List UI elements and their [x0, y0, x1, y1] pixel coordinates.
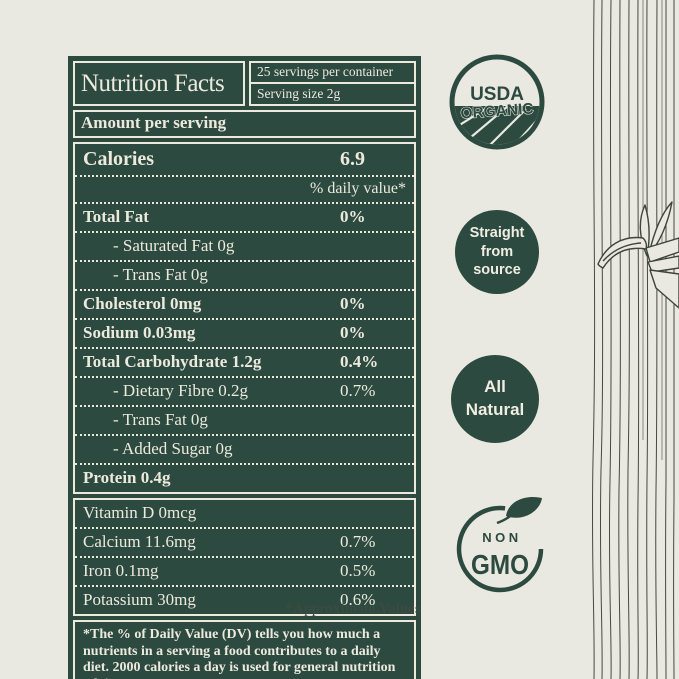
vitamin-label: Iron 0.1mg — [83, 561, 159, 580]
nutrient-row: Total Fat 0% — [75, 204, 414, 233]
nutrient-row: - Trans Fat 0g — [75, 262, 414, 291]
vitamin-value: 0.5% — [340, 561, 376, 580]
nutrient-row: Protein 0.4g — [75, 465, 414, 492]
amount-per-serving-bar: Amount per serving — [73, 110, 416, 138]
nutrient-label: - Trans Fat 0g — [113, 410, 208, 429]
nutrient-label: Cholesterol 0mg — [83, 294, 202, 313]
non-text: NON — [482, 530, 521, 545]
nutrient-row: Cholesterol 0mg 0% — [75, 291, 414, 320]
nutrient-row: Total Carbohydrate 1.2g 0.4% — [75, 349, 414, 378]
nutrient-value: 0.4% — [340, 352, 379, 371]
straight-from-source-badge: Straight from source — [455, 210, 539, 294]
vitamin-row: Iron 0.1mg 0.5% — [75, 558, 414, 587]
vitamins-box: Vitamin D 0mcg Calcium 11.6mg 0.7% Iron … — [73, 498, 416, 616]
non-gmo-ring — [456, 505, 544, 593]
organic-text: ORGANIC — [460, 100, 534, 122]
straight-from-source-text: Straight from source — [469, 224, 525, 279]
nutrition-facts-label: Nutrition Facts 25 servings per containe… — [68, 56, 421, 679]
vitamin-row: Potassium 30mg 0.6% — [75, 587, 414, 614]
nutrient-label: - Added Sugar 0g — [113, 439, 233, 458]
vitamin-value: 0.6% — [340, 590, 376, 609]
serving-info-box: 25 servings per container Serving size 2… — [249, 61, 416, 106]
usda-text: USDA — [470, 84, 524, 105]
vitamin-value: 0.7% — [340, 532, 376, 551]
daily-value-footnote: *The % of Daily Value (DV) tells you how… — [73, 620, 416, 679]
nutrient-row: - Trans Fat 0g — [75, 407, 414, 436]
nutrient-value: 0% — [340, 207, 366, 226]
main-nutrients-box: Calories 6.9 % daily value* Total Fat 0%… — [73, 142, 416, 494]
vitamin-label: Calcium 11.6mg — [83, 532, 196, 551]
nutrient-row: - Added Sugar 0g — [75, 436, 414, 465]
nutrient-label: - Saturated Fat 0g — [113, 236, 235, 255]
nutrient-label: Sodium 0.03mg — [83, 323, 196, 342]
serving-size: Serving size 2g — [257, 86, 341, 101]
nutrient-label: Total Carbohydrate 1.2g — [83, 352, 262, 371]
vitamin-row: Calcium 11.6mg 0.7% — [75, 529, 414, 558]
label-title: Nutrition Facts — [73, 61, 245, 106]
approximate-values-note: *Approximate Values — [285, 601, 421, 617]
label-header: Nutrition Facts 25 servings per containe… — [73, 61, 416, 106]
vitamin-label: Potassium 30mg — [83, 590, 196, 609]
vitamin-row: Vitamin D 0mcg — [75, 500, 414, 529]
calories-value: 6.9 — [340, 148, 365, 170]
nutrient-value: 0% — [340, 323, 366, 342]
nutrient-label: Protein 0.4g — [83, 468, 171, 487]
servings-per-container: 25 servings per container — [251, 63, 414, 84]
calories-row: Calories 6.9 — [75, 144, 414, 177]
origami-bird — [597, 201, 679, 309]
calories-label: Calories — [83, 148, 155, 170]
nutrient-row: - Dietary Fibre 0.2g 0.7% — [75, 378, 414, 407]
stalks-and-bird-art — [591, 0, 679, 679]
nutrient-label: Total Fat — [83, 207, 149, 226]
nutrient-row: Sodium 0.03mg 0% — [75, 320, 414, 349]
vitamin-label: Vitamin D 0mcg — [83, 503, 197, 522]
usda-organic-badge: USDA ORGANIC — [449, 54, 545, 150]
nutrient-label: - Trans Fat 0g — [113, 265, 208, 284]
gmo-text: GMO — [471, 549, 529, 580]
all-natural-text: All Natural — [465, 377, 525, 419]
nutrient-label: - Dietary Fibre 0.2g — [113, 381, 249, 400]
nutrient-value: 0.7% — [340, 381, 376, 400]
non-gmo-badge: NON GMO — [456, 496, 544, 593]
nutrient-value: 0% — [340, 294, 366, 313]
all-natural-badge: All Natural — [451, 355, 539, 443]
daily-value-header: % daily value* — [75, 177, 414, 204]
nutrient-row: - Saturated Fat 0g — [75, 233, 414, 262]
